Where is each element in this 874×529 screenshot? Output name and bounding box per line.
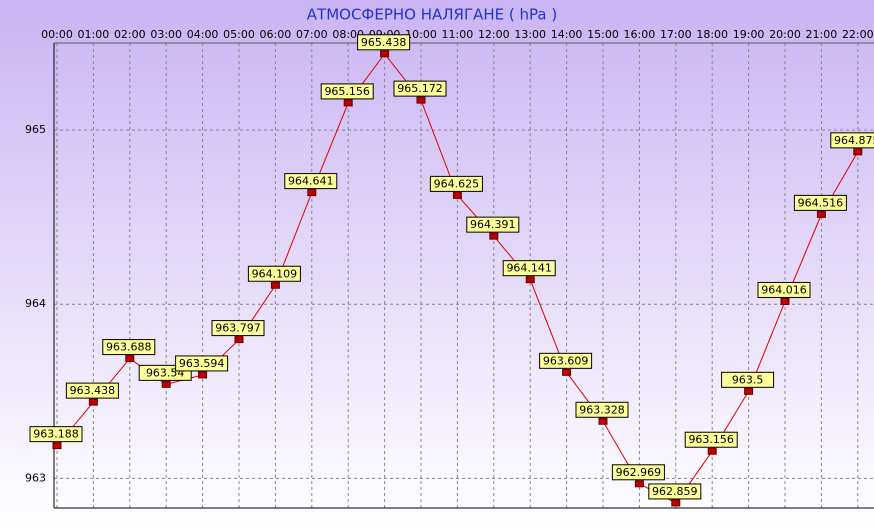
- data-label-box: [721, 371, 775, 388]
- y-tick-label: 964: [25, 297, 46, 310]
- x-tick-label: 17:00: [660, 28, 692, 41]
- data-label-box: [830, 132, 874, 149]
- point-marker: [161, 380, 171, 388]
- data-label: 965.172: [397, 82, 443, 95]
- data-label-box: [393, 80, 447, 97]
- data-label-box: [611, 464, 665, 481]
- data-label-box: [429, 175, 483, 192]
- data-label: 963.156: [688, 433, 734, 446]
- x-tick-label: 14:00: [551, 28, 583, 41]
- data-label-box: [175, 355, 229, 372]
- x-tick-label: 16:00: [624, 28, 656, 41]
- x-tick-label: 12:00: [478, 28, 510, 41]
- data-label: 963.688: [106, 341, 152, 354]
- x-tick-label: 10:00: [405, 28, 437, 41]
- x-tick-label: 22:00: [842, 28, 874, 41]
- data-label: 963.328: [579, 403, 625, 416]
- data-label: 965.438: [361, 36, 407, 49]
- point-marker: [671, 499, 681, 507]
- x-tick-label: 07:00: [296, 28, 328, 41]
- data-label-box: [648, 483, 702, 500]
- point-marker: [707, 447, 717, 455]
- point-marker: [270, 281, 280, 289]
- x-tick-label: 04:00: [187, 28, 219, 41]
- data-label-box: [466, 216, 520, 233]
- point-marker: [598, 417, 608, 425]
- data-label-box: [320, 83, 374, 100]
- point-marker: [343, 99, 353, 107]
- x-tick-label: 18:00: [696, 28, 728, 41]
- point-marker: [416, 96, 426, 104]
- data-label: 964.875: [834, 134, 874, 147]
- data-label: 964.141: [506, 262, 552, 275]
- data-label-box: [247, 265, 301, 282]
- data-label: 963.5: [732, 373, 764, 386]
- data-label-box: [502, 260, 556, 277]
- data-label: 964.625: [434, 177, 480, 190]
- point-marker: [380, 50, 390, 58]
- x-tick-label: 01:00: [78, 28, 110, 41]
- x-tick-label: 00:00: [41, 28, 73, 41]
- point-marker: [88, 398, 98, 406]
- x-tick-label: 21:00: [806, 28, 838, 41]
- data-label-box: [539, 352, 593, 369]
- x-tick-label: 06:00: [260, 28, 292, 41]
- point-marker: [52, 442, 62, 450]
- x-tick-label: 20:00: [769, 28, 801, 41]
- data-label: 964.641: [288, 175, 334, 188]
- point-marker: [525, 276, 535, 284]
- point-marker: [452, 191, 462, 199]
- data-label: 963.188: [33, 428, 79, 441]
- data-label-box: [357, 34, 411, 51]
- x-tick-label: 15:00: [587, 28, 619, 41]
- point-marker: [234, 336, 244, 344]
- data-label-box: [575, 401, 629, 418]
- data-label: 963.438: [70, 384, 116, 397]
- data-label: 964.109: [252, 267, 298, 280]
- data-label: 963.594: [179, 357, 225, 370]
- data-label: 965.156: [324, 85, 370, 98]
- point-marker: [744, 387, 754, 395]
- point-marker: [853, 148, 863, 156]
- x-tick-label: 13:00: [514, 28, 546, 41]
- x-tick-label: 02:00: [114, 28, 146, 41]
- data-label-box: [65, 382, 119, 399]
- data-label: 963.609: [543, 354, 589, 367]
- data-label-box: [757, 281, 811, 298]
- x-tick-label: 03:00: [150, 28, 182, 41]
- x-tick-label: 11:00: [442, 28, 474, 41]
- x-tick-label: 19:00: [733, 28, 765, 41]
- data-label-box: [684, 431, 738, 448]
- data-label-box: [211, 320, 265, 337]
- data-label: 962.969: [616, 466, 662, 479]
- x-tick-label: 05:00: [223, 28, 255, 41]
- point-marker: [780, 297, 790, 305]
- data-label: 964.391: [470, 218, 516, 231]
- data-label: 964.516: [798, 196, 844, 209]
- data-label-box: [29, 426, 83, 443]
- point-marker: [198, 371, 208, 379]
- x-tick-label: 08:00: [332, 28, 364, 41]
- point-marker: [816, 210, 826, 218]
- data-label-box: [102, 339, 156, 356]
- data-label: 964.016: [761, 283, 807, 296]
- point-marker: [489, 232, 499, 240]
- data-label: 962.859: [652, 485, 698, 498]
- point-marker: [125, 355, 135, 363]
- y-tick-label: 965: [25, 123, 46, 136]
- y-tick-label: 963: [25, 471, 46, 484]
- point-marker: [562, 368, 572, 376]
- data-label: 963.54: [146, 366, 185, 379]
- data-label-box: [284, 173, 338, 190]
- point-marker: [307, 189, 317, 197]
- point-marker: [634, 480, 644, 488]
- data-label: 963.797: [215, 322, 261, 335]
- data-label-box: [793, 194, 847, 211]
- chart-title: АТМОСФЕРНО НАЛЯГАНЕ ( hPa ): [307, 6, 557, 24]
